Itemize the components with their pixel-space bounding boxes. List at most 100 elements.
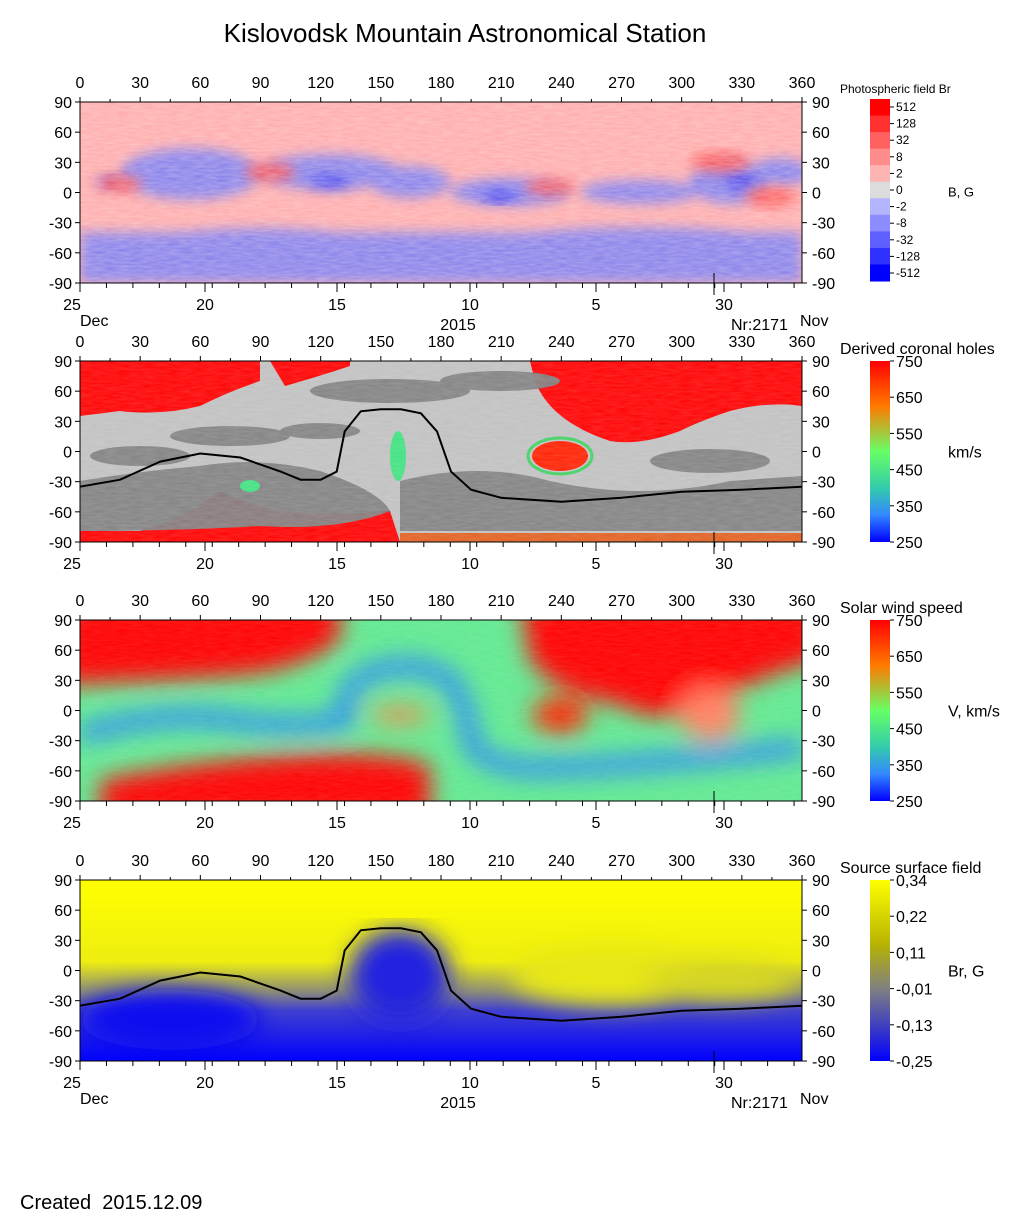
colorbar-segment — [870, 231, 890, 249]
lat-tick-label-left: 60 — [54, 384, 72, 401]
colorbar-segment — [870, 148, 890, 166]
lat-tick-label-left: 30 — [54, 673, 72, 690]
top-tick-label: 330 — [728, 75, 755, 92]
top-tick-label: 150 — [367, 593, 394, 610]
lat-tick-label-right: -60 — [812, 505, 835, 522]
lat-tick-label-right: -60 — [812, 246, 835, 263]
lat-tick-label-left: -90 — [49, 535, 72, 552]
colorbar-tick-label: 750 — [896, 354, 923, 371]
colorbar-segment — [870, 132, 890, 150]
top-tick-label: 270 — [608, 75, 635, 92]
colorbar-tick-label: 450 — [896, 463, 923, 480]
rotation-label: Nr:2171 — [731, 317, 788, 334]
top-tick-label: 120 — [307, 75, 334, 92]
top-tick-label: 90 — [252, 75, 270, 92]
year-label: 2015 — [440, 1095, 476, 1112]
colorbar-tick-label: 128 — [896, 117, 916, 131]
colorbar-segment — [870, 165, 890, 183]
colorbar-segment — [870, 181, 890, 199]
lat-tick-label-right: 0 — [812, 186, 821, 203]
lat-tick-label-right: -30 — [812, 216, 835, 233]
top-tick-label: 90 — [252, 853, 270, 870]
top-tick-label: 300 — [668, 853, 695, 870]
date-tick-label: 5 — [592, 297, 601, 314]
panel-source-surface-field — [79, 879, 803, 1062]
lat-tick-label-right: 60 — [812, 903, 830, 920]
lat-tick-label-right: -30 — [812, 734, 835, 751]
colorbar-source-surface-field — [870, 880, 890, 1061]
colorbar-tick-label: 650 — [896, 649, 923, 666]
rotation-label: Nr:2171 — [731, 1095, 788, 1112]
top-tick-label: 0 — [76, 593, 85, 610]
lat-tick-label-right: 0 — [812, 704, 821, 721]
top-tick-label: 120 — [307, 853, 334, 870]
colorbar-tick-label: 550 — [896, 685, 923, 702]
colorbar-title: Derived coronal holes — [840, 341, 995, 358]
lat-tick-label-right: -30 — [812, 475, 835, 492]
date-tick-label: 10 — [461, 556, 479, 573]
date-tick-label: 5 — [592, 815, 601, 832]
date-tick-label: 20 — [196, 1075, 214, 1092]
top-tick-label: 120 — [307, 334, 334, 351]
lat-tick-label-left: 60 — [54, 125, 72, 142]
lat-tick-label-left: -30 — [49, 734, 72, 751]
top-tick-label: 210 — [488, 75, 515, 92]
colorbar-tick-label: 0,11 — [896, 945, 926, 962]
lat-tick-label-left: -60 — [49, 1024, 72, 1041]
lat-tick-label-right: 90 — [812, 613, 830, 630]
top-tick-label: 180 — [428, 75, 455, 92]
lat-tick-label-right: 30 — [812, 673, 830, 690]
date-tick-label: 5 — [592, 1075, 601, 1092]
top-tick-label: 0 — [76, 334, 85, 351]
month-right-label: Nov — [800, 1091, 828, 1108]
lat-tick-label-right: 60 — [812, 384, 830, 401]
year-label: 2015 — [440, 317, 476, 334]
lat-tick-label-right: 0 — [812, 964, 821, 981]
top-tick-label: 210 — [488, 853, 515, 870]
colorbar-unit: km/s — [948, 445, 982, 462]
date-tick-label: 25 — [63, 297, 81, 314]
colorbar-title: Source surface field — [840, 860, 981, 877]
top-tick-label: 360 — [789, 853, 816, 870]
lat-tick-label-left: -90 — [49, 276, 72, 293]
top-tick-label: 60 — [191, 75, 209, 92]
date-tick-label: 30 — [715, 297, 733, 314]
month-left-label: Dec — [80, 313, 108, 330]
lat-tick-label-left: 0 — [63, 445, 72, 462]
date-tick-label: 5 — [592, 556, 601, 573]
lat-tick-label-right: -90 — [812, 535, 835, 552]
lat-tick-label-left: 30 — [54, 155, 72, 172]
colorbar-title: Solar wind speed — [840, 600, 963, 617]
top-tick-label: 30 — [131, 75, 149, 92]
top-tick-label: 360 — [789, 593, 816, 610]
lat-tick-label-right: 0 — [812, 445, 821, 462]
top-tick-label: 330 — [728, 593, 755, 610]
lat-tick-label-left: -60 — [49, 505, 72, 522]
colorbar-tick-label: 512 — [896, 100, 916, 114]
lat-tick-label-right: 60 — [812, 643, 830, 660]
lat-tick-label-right: -60 — [812, 1024, 835, 1041]
lat-tick-label-left: 30 — [54, 933, 72, 950]
created-date: Created 2015.12.09 — [20, 1192, 203, 1214]
colorbar-tick-label: 2 — [896, 166, 903, 180]
top-tick-label: 90 — [252, 593, 270, 610]
top-tick-label: 180 — [428, 853, 455, 870]
colorbar-tick-label: -32 — [896, 233, 914, 247]
date-tick-label: 30 — [715, 815, 733, 832]
lat-tick-label-right: -90 — [812, 794, 835, 811]
top-tick-label: 90 — [252, 334, 270, 351]
neutral-line-source — [79, 927, 803, 1022]
lat-tick-label-right: -90 — [812, 276, 835, 293]
colorbar-segment — [870, 264, 890, 282]
date-tick-label: 10 — [461, 297, 479, 314]
top-tick-label: 150 — [367, 75, 394, 92]
date-tick-label: 30 — [715, 556, 733, 573]
panel-derived-coronal-holes — [79, 360, 803, 543]
date-tick-label: 15 — [328, 556, 346, 573]
lat-tick-label-left: 90 — [54, 354, 72, 371]
lat-tick-label-left: 90 — [54, 95, 72, 112]
date-tick-label: 25 — [63, 815, 81, 832]
lat-tick-label-right: 90 — [812, 873, 830, 890]
colorbar-tick-label: -128 — [896, 249, 920, 263]
